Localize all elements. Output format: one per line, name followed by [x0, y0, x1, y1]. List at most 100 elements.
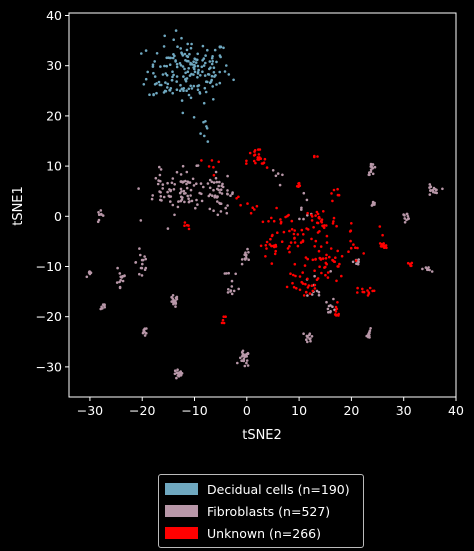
- scatter-point: [212, 173, 216, 177]
- scatter-point: [211, 85, 214, 88]
- scatter-point: [183, 224, 186, 227]
- scatter-point: [170, 181, 174, 185]
- scatter-point: [177, 200, 180, 203]
- scatter-point: [282, 230, 286, 234]
- scatter-point: [208, 186, 212, 190]
- scatter-point: [96, 220, 100, 224]
- scatter-point: [183, 52, 187, 56]
- scatter-point: [182, 87, 186, 90]
- scatter-point: [292, 232, 296, 236]
- scatter-point: [361, 287, 364, 291]
- x-tick-label: 0: [243, 403, 251, 418]
- scatter-point: [179, 180, 183, 183]
- scatter-point: [187, 227, 191, 231]
- scatter-point: [270, 244, 273, 248]
- scatter-point: [306, 340, 309, 344]
- scatter-point: [143, 334, 147, 337]
- series-1-points: [85, 162, 444, 380]
- scatter-point: [171, 294, 175, 297]
- scatter-point: [325, 241, 329, 244]
- scatter-point: [306, 286, 310, 289]
- scatter-point: [216, 195, 219, 198]
- legend-swatch-unknown: [164, 526, 199, 540]
- scatter-point: [211, 194, 214, 197]
- scatter-point: [303, 264, 307, 267]
- scatter-point: [173, 213, 176, 217]
- scatter-point: [224, 315, 227, 319]
- scatter-point: [270, 262, 274, 265]
- scatter-point: [369, 162, 373, 166]
- scatter-point: [385, 246, 388, 250]
- scatter-point: [236, 361, 239, 365]
- scatter-point: [278, 183, 282, 187]
- scatter-point: [180, 99, 184, 102]
- scatter-point: [308, 332, 312, 336]
- scatter-point: [332, 297, 335, 301]
- scatter-point: [319, 220, 323, 223]
- scatter-point: [280, 240, 284, 243]
- scatter-point: [335, 279, 338, 283]
- scatter-point: [208, 178, 212, 182]
- scatter-point: [100, 212, 103, 216]
- scatter-point: [161, 73, 165, 76]
- scatter-point: [349, 229, 353, 232]
- scatter-point: [210, 56, 214, 60]
- scatter-point: [261, 220, 265, 224]
- scatter-point: [220, 321, 224, 325]
- scatter-point: [289, 241, 293, 244]
- y-tick-label: −10: [36, 259, 62, 274]
- scatter-point: [306, 211, 309, 215]
- scatter-point: [161, 183, 165, 186]
- scatter-point: [180, 190, 183, 193]
- scatter-point: [175, 80, 178, 83]
- scatter-point: [222, 315, 225, 319]
- scatter-point: [324, 257, 328, 260]
- scatter-point: [362, 252, 366, 255]
- scatter-point: [315, 278, 319, 282]
- x-tick-label: −20: [129, 403, 155, 418]
- scatter-point: [181, 65, 185, 68]
- scatter-point: [356, 246, 359, 250]
- scatter-point: [97, 211, 100, 214]
- scatter-point: [336, 187, 339, 191]
- scatter-point: [426, 268, 430, 272]
- scatter-point: [102, 304, 106, 307]
- scatter-point: [141, 262, 144, 266]
- scatter-point: [161, 187, 164, 190]
- scatter-point: [100, 305, 103, 309]
- scatter-point: [212, 188, 215, 192]
- scatter-point: [315, 221, 319, 225]
- scatter-point: [245, 352, 248, 356]
- scatter-point: [275, 206, 278, 210]
- scatter-point: [153, 60, 156, 63]
- scatter-point: [169, 200, 172, 203]
- scatter-point: [176, 205, 180, 209]
- scatter-point: [207, 194, 211, 198]
- scatter-point: [213, 196, 216, 199]
- scatter-point: [183, 221, 187, 224]
- scatter-point: [221, 318, 225, 322]
- scatter-point: [187, 197, 190, 200]
- scatter-point: [196, 76, 199, 79]
- scatter-point: [171, 70, 174, 73]
- scatter-point: [252, 154, 256, 157]
- scatter-point: [193, 70, 197, 74]
- scatter-point: [194, 206, 197, 210]
- scatter-point: [242, 353, 245, 357]
- scatter-point: [239, 356, 242, 360]
- scatter-point: [163, 89, 167, 93]
- scatter-point: [172, 302, 175, 306]
- scatter-point: [190, 87, 194, 90]
- scatter-point: [271, 233, 274, 237]
- scatter-point: [200, 159, 203, 162]
- scatter-point: [182, 75, 185, 78]
- y-tick-label: 40: [46, 8, 62, 23]
- scatter-point: [319, 245, 323, 248]
- scatter-point: [160, 199, 163, 202]
- scatter-point: [182, 189, 186, 193]
- scatter-point: [352, 243, 355, 246]
- scatter-point: [237, 287, 240, 291]
- scatter-point: [230, 292, 234, 296]
- scatter-point: [335, 224, 338, 228]
- scatter-point: [174, 29, 178, 32]
